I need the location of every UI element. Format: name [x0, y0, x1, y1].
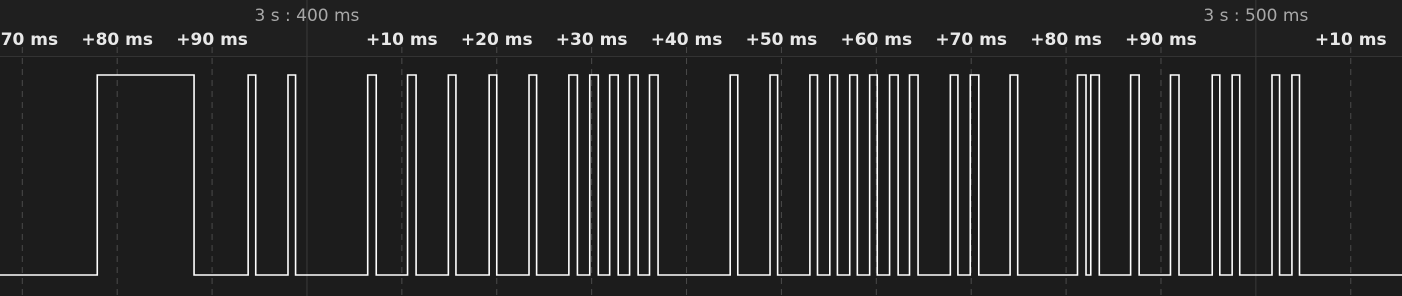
tick-label: +30 ms — [556, 30, 628, 50]
tick-label: +90 ms — [176, 30, 248, 50]
tick-label: +20 ms — [461, 30, 533, 50]
time-ruler — [0, 0, 1402, 56]
major-tick-label: 3 s : 400 ms — [255, 6, 360, 26]
tick-label: +80 ms — [1030, 30, 1102, 50]
digital-signal — [0, 74, 1402, 276]
tick-label: +10 ms — [1315, 30, 1387, 50]
tick-label: +50 ms — [746, 30, 818, 50]
major-tick-label: 3 s : 500 ms — [1203, 6, 1308, 26]
tick-label: +70 ms — [0, 30, 58, 50]
tick-label: +40 ms — [651, 30, 723, 50]
tick-label: +10 ms — [366, 30, 438, 50]
tick-label: +60 ms — [840, 30, 912, 50]
tick-label: +90 ms — [1125, 30, 1197, 50]
tick-label: +80 ms — [81, 30, 153, 50]
tick-label: +70 ms — [935, 30, 1007, 50]
